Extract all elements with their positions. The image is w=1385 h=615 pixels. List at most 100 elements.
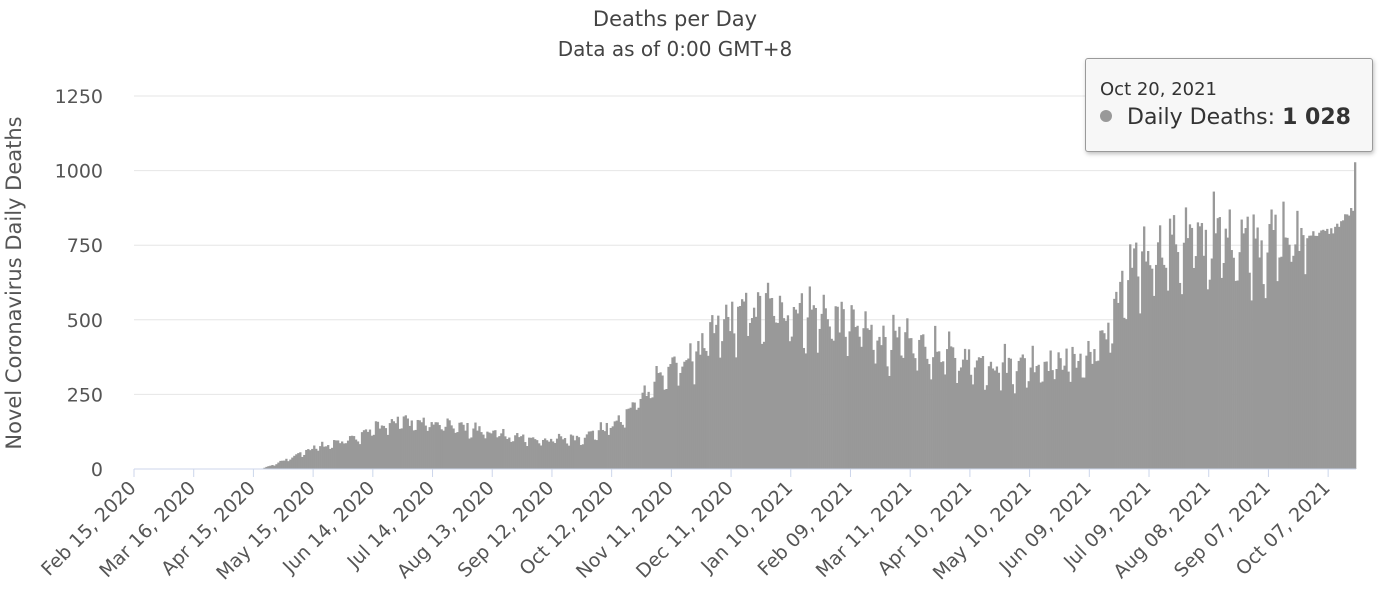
bar[interactable] — [669, 364, 672, 469]
bar[interactable] — [1063, 365, 1066, 469]
bar[interactable] — [321, 441, 324, 469]
bar[interactable] — [1314, 235, 1317, 469]
bar[interactable] — [378, 428, 382, 469]
bar[interactable] — [1234, 280, 1237, 469]
bar[interactable] — [1290, 261, 1293, 469]
bar[interactable] — [786, 315, 790, 469]
bar[interactable] — [985, 385, 989, 469]
bar[interactable] — [619, 422, 622, 469]
bar[interactable] — [303, 454, 306, 469]
bar[interactable] — [936, 351, 939, 469]
bar[interactable] — [494, 430, 497, 469]
bar[interactable] — [1190, 227, 1194, 469]
bar[interactable] — [283, 460, 286, 469]
bar[interactable] — [327, 445, 330, 469]
bar[interactable] — [627, 408, 630, 469]
bar[interactable] — [1312, 231, 1315, 469]
bar[interactable] — [454, 432, 457, 469]
bar[interactable] — [983, 389, 987, 469]
bar[interactable] — [293, 455, 296, 469]
bar[interactable] — [914, 358, 917, 469]
bar[interactable] — [750, 318, 754, 469]
bar[interactable] — [735, 357, 738, 469]
bar[interactable] — [1007, 357, 1011, 469]
bar[interactable] — [1055, 369, 1058, 469]
bar[interactable] — [804, 353, 807, 469]
bar[interactable] — [448, 420, 451, 469]
bar[interactable] — [981, 356, 985, 469]
bar[interactable] — [1246, 216, 1249, 469]
bar[interactable] — [1047, 370, 1050, 469]
bar[interactable] — [727, 316, 730, 469]
bar[interactable] — [890, 349, 893, 469]
bar[interactable] — [273, 465, 276, 469]
bar[interactable] — [1166, 290, 1170, 469]
bar[interactable] — [1180, 294, 1184, 469]
bar[interactable] — [808, 286, 811, 469]
bar[interactable] — [1043, 361, 1046, 469]
bar[interactable] — [285, 458, 288, 469]
bar[interactable] — [959, 367, 963, 469]
bar[interactable] — [581, 444, 585, 469]
bar[interactable] — [967, 349, 971, 469]
bar[interactable] — [344, 443, 348, 469]
bar[interactable] — [1196, 222, 1200, 469]
bar[interactable] — [872, 349, 875, 469]
bar[interactable] — [1015, 371, 1018, 469]
bar[interactable] — [1310, 235, 1313, 469]
bar[interactable] — [442, 430, 445, 469]
bar[interactable] — [695, 351, 698, 469]
bar[interactable] — [902, 357, 905, 469]
bar[interactable] — [1162, 264, 1166, 469]
bar[interactable] — [418, 420, 421, 469]
bar[interactable] — [707, 355, 710, 469]
bar[interactable] — [977, 357, 981, 469]
bar[interactable] — [1091, 363, 1094, 469]
bar[interactable] — [1160, 257, 1164, 469]
bar[interactable] — [1300, 227, 1303, 469]
bar[interactable] — [1262, 284, 1265, 469]
bar[interactable] — [301, 456, 304, 469]
bar[interactable] — [1198, 226, 1202, 469]
bar[interactable] — [948, 331, 951, 469]
bar[interactable] — [748, 322, 752, 469]
bar[interactable] — [1123, 317, 1126, 469]
bar[interactable] — [545, 440, 549, 469]
bar[interactable] — [422, 417, 425, 469]
bar[interactable] — [756, 292, 760, 469]
bar[interactable] — [432, 424, 435, 469]
bar[interactable] — [309, 450, 312, 469]
bar[interactable] — [888, 375, 891, 469]
bar[interactable] — [1025, 387, 1028, 469]
bar[interactable] — [476, 430, 479, 469]
bar[interactable] — [802, 347, 806, 469]
bar[interactable] — [1059, 358, 1062, 469]
bar[interactable] — [818, 328, 821, 469]
bar[interactable] — [287, 461, 290, 469]
bar[interactable] — [1023, 358, 1026, 469]
bar[interactable] — [1224, 228, 1227, 469]
bar[interactable] — [1135, 242, 1138, 469]
bar[interactable] — [1147, 251, 1150, 469]
bar[interactable] — [699, 354, 702, 469]
bar[interactable] — [778, 295, 782, 469]
bar[interactable] — [1009, 358, 1012, 469]
bar[interactable] — [380, 425, 384, 469]
bar[interactable] — [961, 359, 965, 469]
bar[interactable] — [1258, 257, 1261, 469]
bar[interactable] — [768, 298, 772, 469]
bar[interactable] — [540, 445, 543, 469]
bar[interactable] — [1214, 233, 1217, 469]
bar[interactable] — [1308, 235, 1311, 469]
bar[interactable] — [723, 319, 726, 469]
bar[interactable] — [561, 439, 565, 469]
bar[interactable] — [926, 358, 929, 469]
bar[interactable] — [794, 309, 798, 469]
bar[interactable] — [1097, 360, 1100, 469]
bar[interactable] — [848, 331, 851, 469]
bar[interactable] — [408, 425, 411, 469]
bar[interactable] — [703, 348, 706, 469]
bar[interactable] — [1260, 240, 1263, 469]
bar[interactable] — [342, 443, 346, 469]
bar[interactable] — [388, 423, 392, 469]
